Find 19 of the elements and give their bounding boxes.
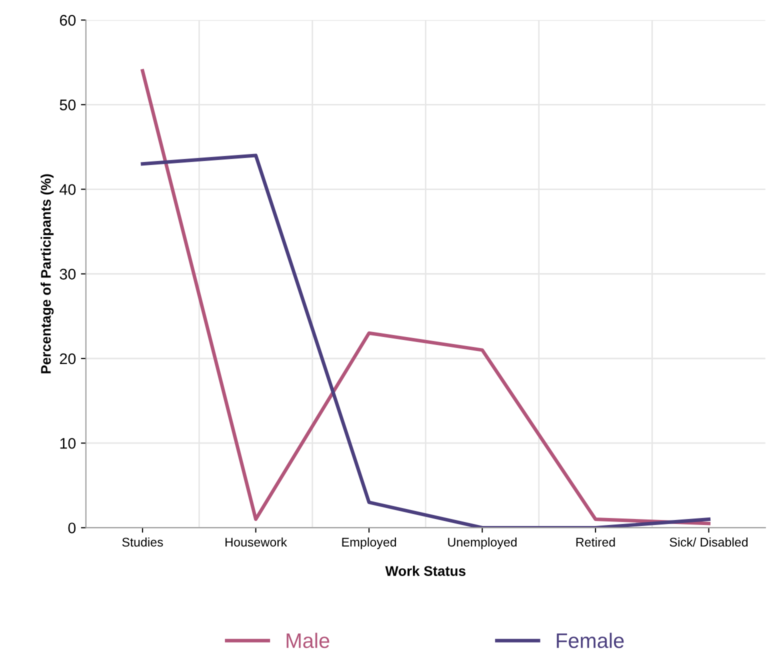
y-tick-label: 60 bbox=[60, 14, 76, 26]
y-tick-label: 0 bbox=[68, 522, 76, 534]
legend-label: Male bbox=[286, 632, 330, 648]
y-tick-label: 40 bbox=[60, 184, 76, 195]
y-tick-label: 30 bbox=[60, 268, 76, 280]
legend-label: Female bbox=[556, 632, 624, 648]
y-tick-label: 50 bbox=[60, 100, 76, 110]
x-tick-label: Employed bbox=[342, 537, 396, 550]
x-tick-label: Unemployed bbox=[448, 537, 517, 550]
y-axis-title: Percentage of Participants (%) bbox=[40, 174, 54, 374]
y-tick-label: 10 bbox=[60, 438, 76, 449]
line-series bbox=[140, 154, 710, 528]
x-tick-label: Housework bbox=[226, 537, 288, 547]
y-tick-label: 20 bbox=[60, 353, 76, 364]
x-tick-label: Retired bbox=[576, 537, 615, 547]
line-series bbox=[140, 69, 710, 526]
x-tick-label: Studies bbox=[122, 537, 163, 547]
x-axis-title: Work Status bbox=[385, 566, 466, 576]
x-tick-label: Sick/ Disabled bbox=[670, 537, 748, 547]
